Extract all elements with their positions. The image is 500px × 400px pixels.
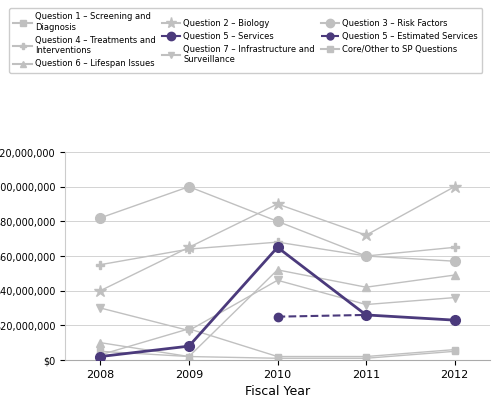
X-axis label: Fiscal Year: Fiscal Year <box>245 385 310 398</box>
Legend: Question 1 – Screening and
Diagnosis, Question 4 – Treatments and
Interventions,: Question 1 – Screening and Diagnosis, Qu… <box>9 8 482 73</box>
